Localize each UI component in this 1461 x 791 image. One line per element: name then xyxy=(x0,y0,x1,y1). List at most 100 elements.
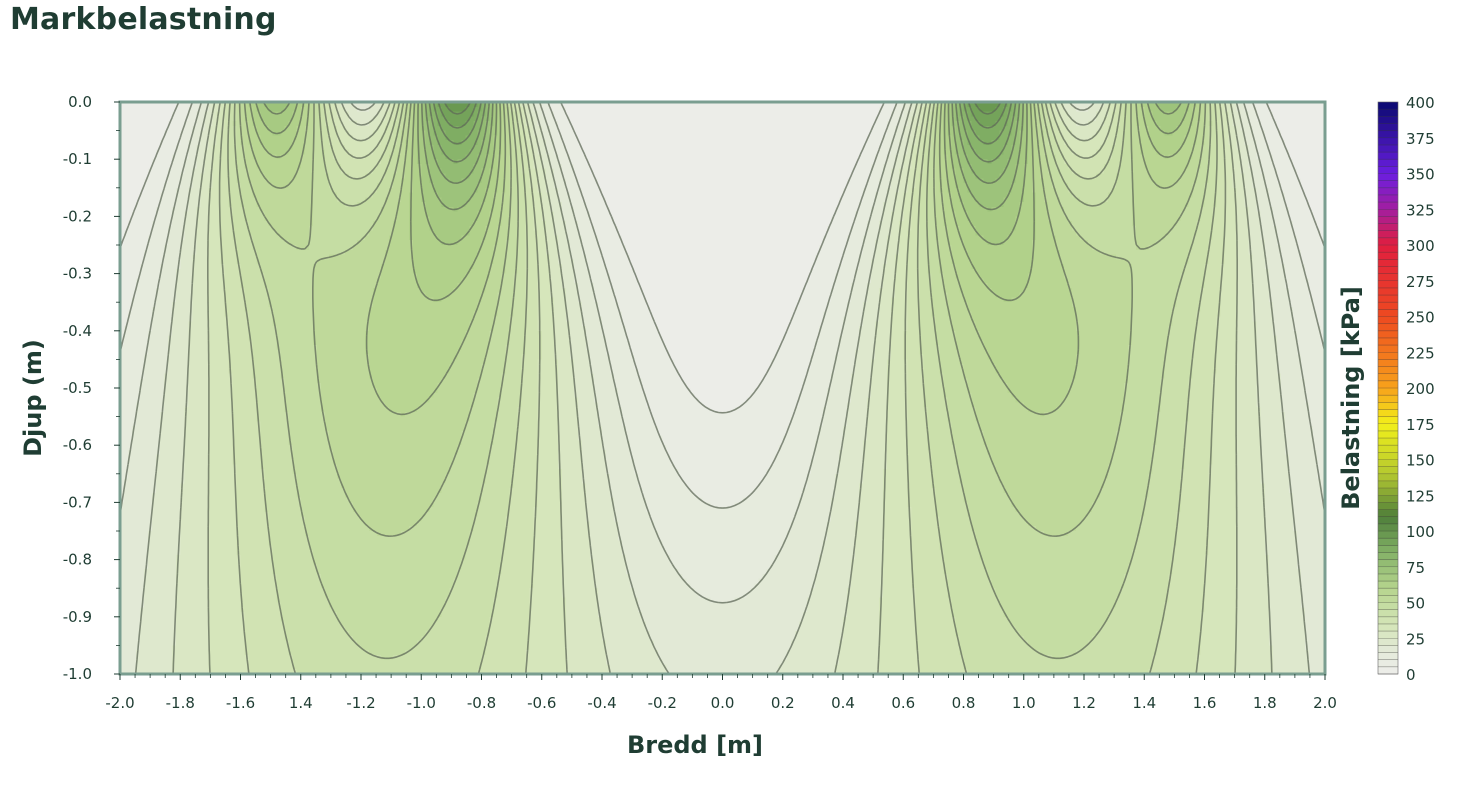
contour-cell xyxy=(1308,140,1314,146)
contour-cell xyxy=(774,149,780,156)
contour-cell xyxy=(690,140,695,146)
contour-cell xyxy=(521,154,527,160)
contour-cell xyxy=(377,130,382,136)
contour-cell xyxy=(602,121,607,127)
contour-cell xyxy=(879,135,884,141)
contour-cell xyxy=(1216,102,1222,108)
contour-cell xyxy=(1007,149,1013,156)
contour-cell xyxy=(935,159,940,165)
contour-cell xyxy=(891,121,896,127)
contour-cell xyxy=(176,149,181,156)
contour-cell xyxy=(413,121,418,127)
contour-cell xyxy=(565,125,571,132)
contour-cell xyxy=(120,116,125,122)
contour-cell xyxy=(196,178,201,184)
contour-cell xyxy=(718,163,724,170)
contour-cell xyxy=(915,130,920,136)
contour-cell xyxy=(144,140,149,146)
contour-cell xyxy=(650,168,655,175)
contour-cell xyxy=(300,159,306,165)
contour-cell xyxy=(1124,116,1129,122)
contour-cell xyxy=(614,102,619,108)
contour-cell xyxy=(597,140,603,146)
contour-cell xyxy=(1059,111,1065,117)
contour-cell xyxy=(1196,125,1202,132)
contour-cell xyxy=(875,140,880,146)
contour-cell xyxy=(577,116,583,122)
contour-cell xyxy=(312,102,318,108)
contour-cell xyxy=(1168,168,1173,175)
contour-cell xyxy=(1204,135,1210,141)
contour-cell xyxy=(806,140,812,146)
contour-cell xyxy=(1204,144,1210,151)
contour-cell xyxy=(1320,140,1325,146)
contour-cell xyxy=(1156,116,1161,122)
contour-cell xyxy=(541,116,547,122)
contour-cell xyxy=(955,173,961,179)
contour-cell xyxy=(481,149,487,156)
contour-cell xyxy=(1308,144,1314,151)
contour-cell xyxy=(148,178,153,184)
contour-cell xyxy=(469,140,475,146)
contour-cell xyxy=(1316,154,1322,160)
contour-cell xyxy=(999,102,1005,108)
contour-cell xyxy=(855,140,860,146)
contour-cell xyxy=(995,149,1001,156)
contour-cell xyxy=(160,149,165,156)
contour-cell xyxy=(324,135,330,141)
contour-cell xyxy=(838,154,844,160)
contour-cell xyxy=(851,106,856,113)
contour-cell xyxy=(834,163,840,170)
contour-cell xyxy=(144,106,149,113)
contour-cell xyxy=(830,173,836,179)
contour-cell xyxy=(1120,130,1125,136)
contour-cell xyxy=(312,168,318,175)
contour-cell xyxy=(682,149,687,156)
contour-cell xyxy=(1116,102,1121,108)
contour-cell xyxy=(1252,159,1258,165)
contour-cell xyxy=(1164,159,1169,165)
contour-cell xyxy=(746,163,752,170)
contour-cell xyxy=(1132,102,1137,108)
contour-cell xyxy=(529,173,535,179)
contour-cell xyxy=(923,159,928,165)
contour-cell xyxy=(678,121,683,127)
contour-cell xyxy=(1276,173,1282,179)
contour-cell xyxy=(136,159,141,165)
contour-cell xyxy=(907,121,912,127)
contour-cell xyxy=(847,163,852,170)
contour-cell xyxy=(1288,149,1294,156)
contour-cell xyxy=(268,173,274,179)
contour-cell xyxy=(658,173,663,179)
contour-cell xyxy=(172,102,177,108)
contour-cell xyxy=(1208,159,1214,165)
contour-cell xyxy=(220,144,226,151)
contour-cell xyxy=(228,125,234,132)
contour-cell xyxy=(433,116,438,122)
contour-cell xyxy=(288,111,294,117)
contour-cell xyxy=(361,102,366,108)
contour-cell xyxy=(714,102,720,108)
contour-cell xyxy=(646,111,651,117)
contour-cell xyxy=(1172,173,1177,179)
contour-cell xyxy=(521,140,527,146)
contour-cell xyxy=(461,135,467,141)
contour-cell xyxy=(654,149,659,156)
contour-cell xyxy=(573,140,579,146)
contour-cell xyxy=(509,168,515,175)
contour-cell xyxy=(553,144,559,151)
contour-cell xyxy=(565,130,571,136)
contour-cell xyxy=(1312,116,1318,122)
contour-cell xyxy=(979,106,985,113)
contour-cell xyxy=(883,102,888,108)
contour-cell xyxy=(176,168,181,175)
contour-cell xyxy=(465,149,471,156)
contour-cell xyxy=(682,106,687,113)
contour-cell xyxy=(891,149,896,156)
contour-cell xyxy=(361,168,366,175)
contour-cell xyxy=(738,149,744,156)
contour-cell xyxy=(610,111,615,117)
contour-cell xyxy=(220,168,226,175)
contour-cell xyxy=(164,106,169,113)
contour-cell xyxy=(1316,106,1322,113)
